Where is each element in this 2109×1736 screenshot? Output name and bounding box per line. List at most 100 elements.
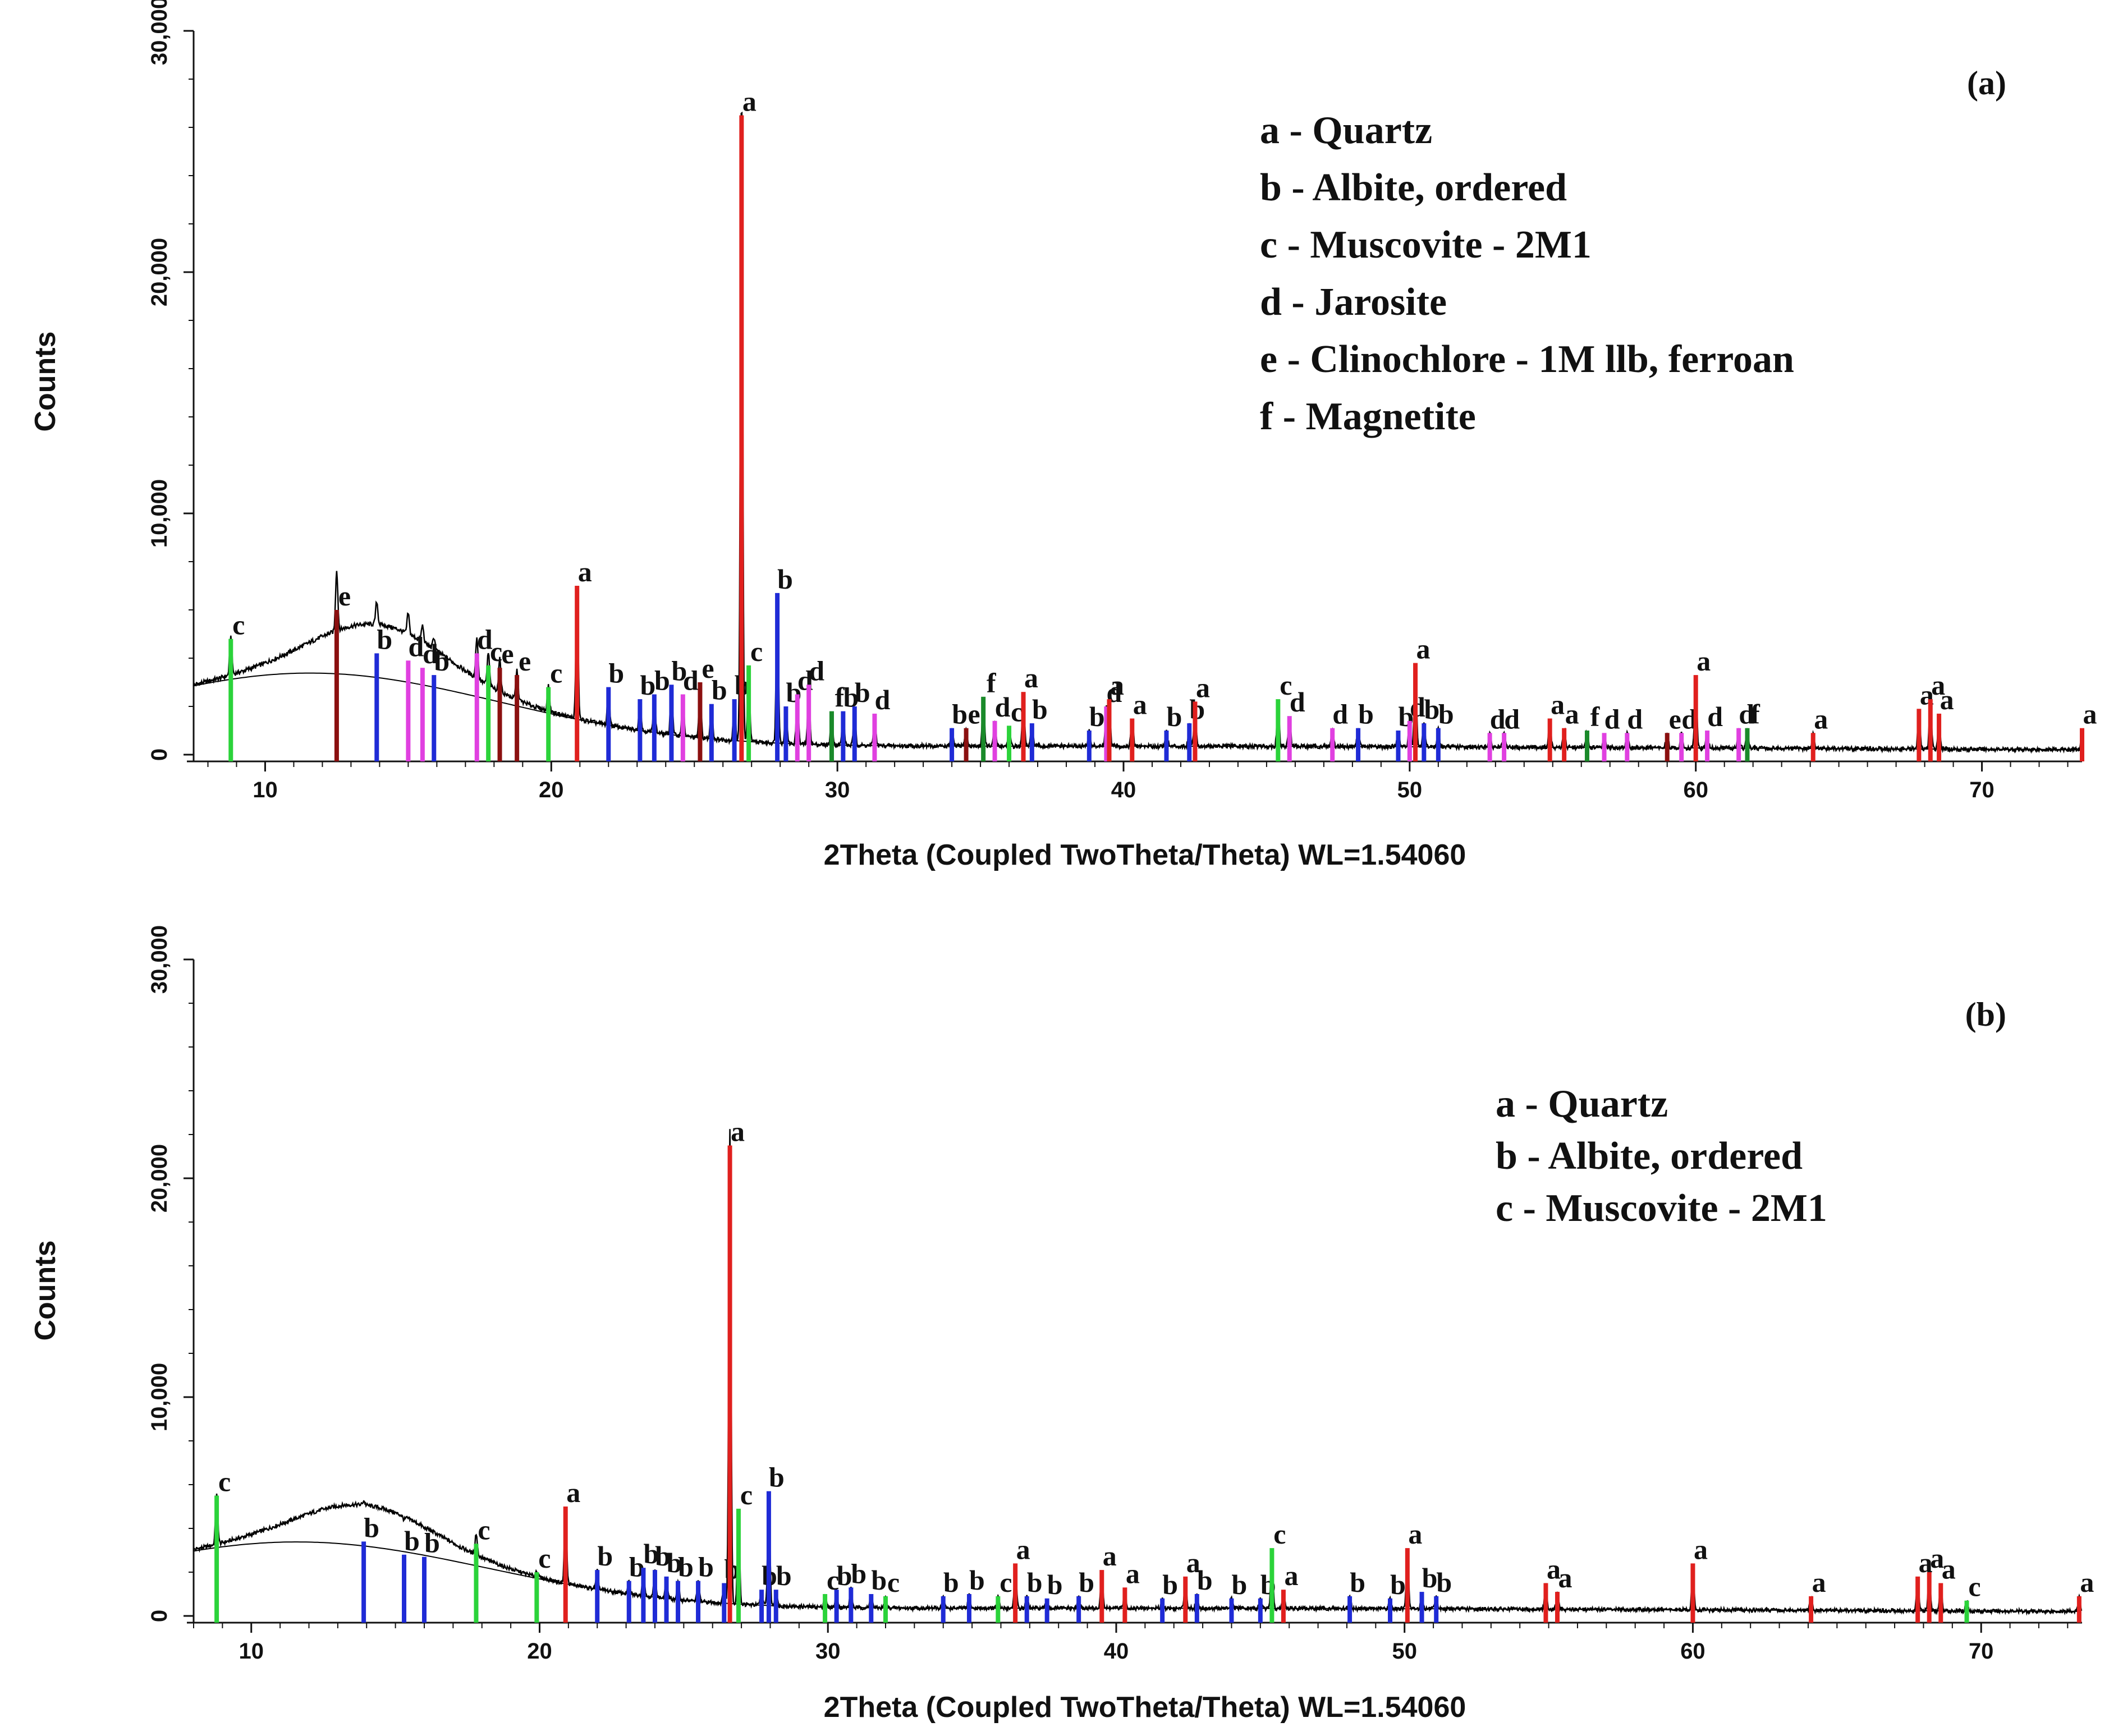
diffraction-pattern [192, 1129, 2083, 1616]
peak-marker-b [941, 1596, 946, 1623]
peak-marker-b [1164, 731, 1169, 761]
peak-label: b [1167, 701, 1182, 732]
peak-marker-a [1405, 1548, 1410, 1623]
peak-marker-d [1625, 733, 1630, 761]
peak-marker-a [727, 1145, 732, 1623]
peak-marker-d [420, 668, 425, 761]
peak-label: a [1697, 645, 1711, 677]
peak-marker-f [829, 711, 834, 761]
peak-label: b [424, 1527, 440, 1559]
peak-marker-b [950, 728, 955, 761]
peak-marker-b [852, 706, 857, 761]
panel-a-legend: a - Quartz b - Albite, ordered c - Musco… [1260, 109, 1794, 438]
peak-marker-a [1927, 1572, 1932, 1623]
x-tick-label: 50 [1392, 1639, 1417, 1664]
peak-label: b [1032, 694, 1048, 725]
y-tick-label: 30,000 [147, 925, 172, 994]
peak-marker-f [1584, 731, 1589, 761]
panel-b-legend-entry: c - Muscovite - 2M1 [1496, 1187, 1827, 1230]
peak-label: b [1232, 1569, 1248, 1600]
peak-label: d [408, 631, 424, 662]
peak-marker-c [1276, 699, 1281, 761]
peak-label: c [232, 609, 245, 641]
peak-label: d [683, 665, 699, 696]
peak-marker-b [766, 1491, 771, 1623]
peak-label: a [2083, 699, 2097, 730]
peak-marker-b [1194, 1594, 1199, 1623]
peak-marker-a [1693, 675, 1698, 761]
peak-label: b [1424, 694, 1439, 725]
peak-label: a [1016, 1533, 1030, 1565]
peak-marker-c [996, 1596, 1001, 1623]
panel-b-y-axis-label: Counts [29, 1240, 62, 1340]
peak-marker-e [964, 728, 969, 761]
peak-label: b [837, 1560, 852, 1591]
x-tick-label: 20 [527, 1639, 552, 1664]
peak-label: b [654, 665, 670, 696]
panel-a-legend-entry: f - Magnetite [1260, 395, 1476, 438]
peak-marker-a [1193, 701, 1198, 761]
peak-marker-b [664, 1576, 669, 1623]
peak-label: e [519, 645, 531, 677]
peak-marker-b [432, 675, 437, 761]
peak-marker-e [515, 675, 520, 761]
x-tick-label: 40 [1104, 1639, 1129, 1664]
peak-marker-c [214, 1495, 219, 1623]
peak-label: b [678, 1551, 694, 1583]
peak-label: b [1089, 701, 1105, 732]
peak-marker-b [773, 1590, 778, 1623]
peak-marker-d [474, 653, 479, 761]
peak-label: a [1408, 1518, 1422, 1550]
peak-marker-d [806, 685, 811, 761]
peak-label: a [1103, 1540, 1117, 1572]
peak-marker-b [834, 1590, 839, 1623]
peak-label: b [672, 655, 687, 686]
peak-marker-b [1422, 723, 1427, 761]
peak-marker-c [228, 639, 233, 761]
peak-marker-b [641, 1568, 646, 1623]
peak-label: d [477, 623, 493, 655]
peak-marker-a [575, 586, 580, 761]
peak-marker-a [1809, 1596, 1814, 1623]
peak-label: b [1438, 699, 1454, 730]
peak-label: f [835, 682, 845, 713]
peak-marker-b [1076, 1596, 1081, 1623]
peak-label: a [1558, 1562, 1572, 1593]
x-tick-label: 50 [1397, 778, 1423, 802]
peak-marker-b [421, 1556, 427, 1623]
peak-label: f [1750, 699, 1760, 730]
peak-label: b [644, 1538, 659, 1569]
peak-label: a [1186, 1547, 1200, 1578]
peak-marker-a [1917, 709, 1922, 761]
peak-marker-b [1356, 728, 1361, 761]
peak-marker-d [1407, 720, 1412, 761]
peak-label: b [712, 674, 727, 706]
peak-marker-c [1269, 1548, 1274, 1623]
peak-marker-a [1555, 1592, 1560, 1623]
peak-marker-b [626, 1581, 631, 1623]
y-tick-label: 20,000 [147, 1144, 172, 1213]
peak-label: e [501, 638, 514, 669]
diffraction-pattern [192, 111, 2083, 754]
peak-label: d [995, 691, 1011, 723]
peak-marker-b [709, 704, 714, 761]
peak-marker-b [1419, 1592, 1424, 1623]
x-tick-label: 30 [815, 1639, 841, 1664]
peak-marker-d [1736, 728, 1741, 761]
peak-label: b [969, 1564, 985, 1596]
panel-b-x-axis-label: 2Theta (Coupled TwoTheta/Theta) WL=1.540… [824, 1691, 1466, 1724]
peak-marker-a [1543, 1583, 1548, 1623]
peak-label: b [667, 1547, 682, 1578]
peak-marker-a [1281, 1590, 1286, 1623]
peak-label: c [887, 1567, 900, 1598]
peak-marker-b [775, 593, 780, 761]
peak-marker-d [1679, 733, 1684, 761]
peak-marker-d [1502, 733, 1507, 761]
peak-label: a [1024, 662, 1038, 694]
peak-label: d [1290, 686, 1305, 718]
peak-marker-a [1099, 1570, 1104, 1623]
x-tick-label: 30 [825, 778, 850, 802]
peak-marker-b [1044, 1598, 1049, 1623]
peak-label: a [1284, 1560, 1298, 1591]
